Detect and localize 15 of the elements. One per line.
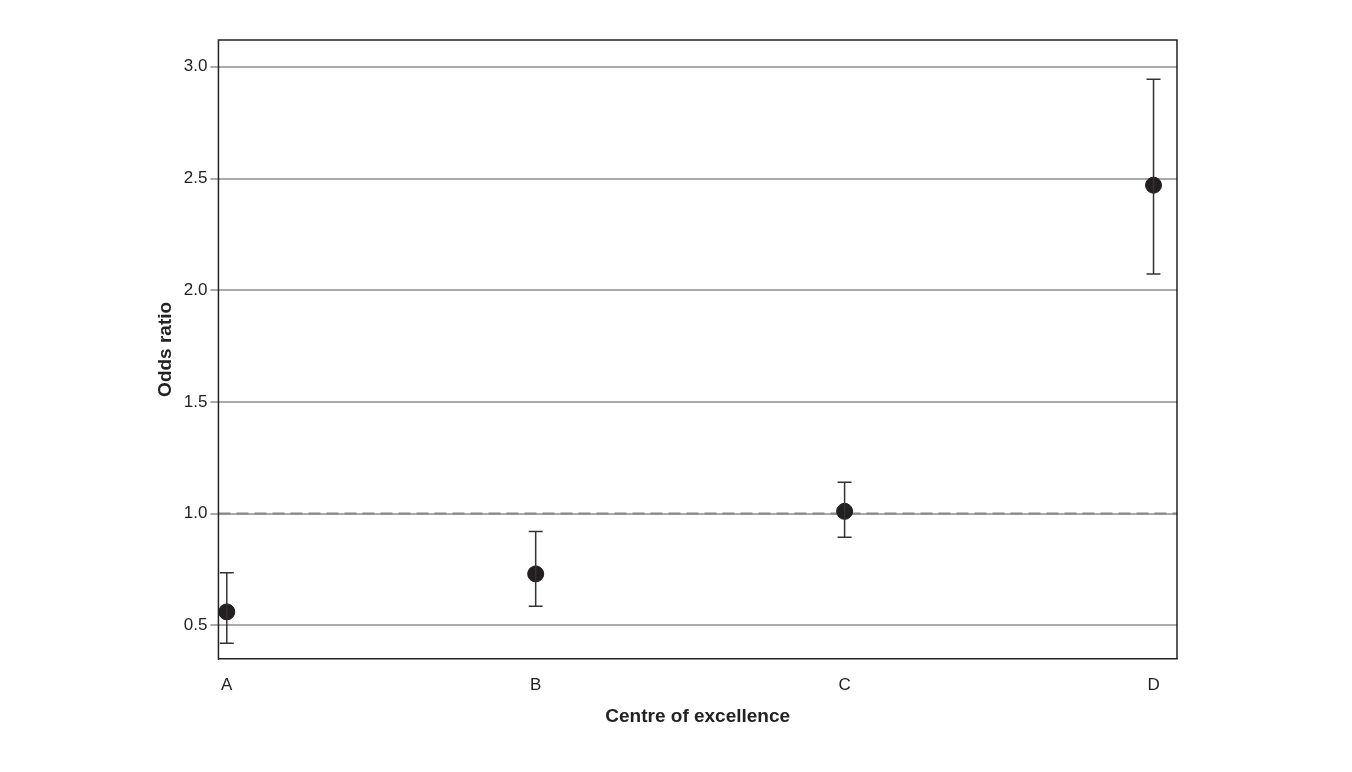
x-tick-label: A bbox=[221, 674, 234, 694]
x-tick-label: C bbox=[838, 674, 851, 694]
point bbox=[836, 502, 854, 520]
y-tick-label: 1.5 bbox=[183, 391, 208, 411]
y-tick-label: 1.0 bbox=[183, 503, 208, 523]
point bbox=[1145, 176, 1163, 194]
point bbox=[527, 565, 545, 583]
x-tick-label: D bbox=[1147, 674, 1160, 694]
x-axis-title: Centre of excellence bbox=[605, 704, 791, 726]
y-tick-label: 3.0 bbox=[183, 56, 208, 76]
x-tick-label: B bbox=[530, 674, 542, 694]
y-tick-label: 2.0 bbox=[183, 279, 208, 299]
y-tick-label: 2.5 bbox=[183, 168, 208, 188]
y-tick-label: 0.5 bbox=[183, 614, 208, 634]
y-axis-title: Odds ratio bbox=[153, 301, 175, 397]
